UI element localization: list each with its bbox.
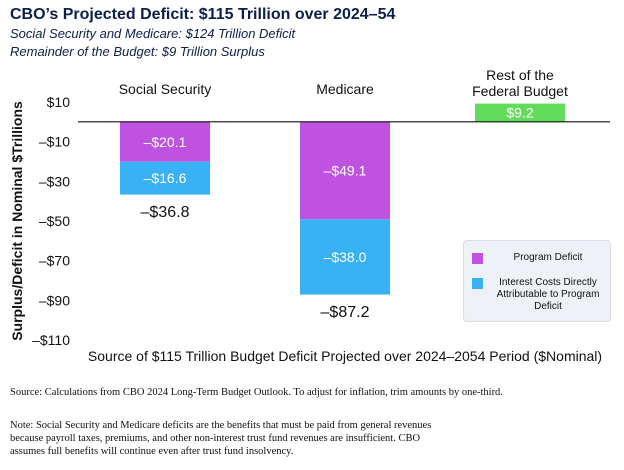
legend-label-program-deficit: Program Deficit xyxy=(513,252,583,263)
bar-value-label: –$16.6 xyxy=(144,170,187,186)
bar-value-label: –$20.1 xyxy=(144,134,187,150)
category-label: Social Security xyxy=(119,81,212,97)
legend-swatch-program-deficit xyxy=(472,253,483,264)
chart-title: CBO’s Projected Deficit: $115 Trillion o… xyxy=(10,6,396,23)
bar-segment xyxy=(300,219,390,295)
legend-item-interest-costs: Interest Costs Directly Attributable to … xyxy=(472,277,607,313)
source-text: Source: Calculations from CBO 2024 Long-… xyxy=(10,387,503,398)
y-tick-label: –$30 xyxy=(39,173,70,189)
y-tick-label: –$10 xyxy=(39,134,70,150)
category-label: Medicare xyxy=(316,81,374,97)
legend-item-program-deficit: Program Deficit xyxy=(472,252,607,264)
bar-total-label: –$36.8 xyxy=(141,204,190,221)
y-tick-label: –$50 xyxy=(39,213,70,229)
chart-legend: Program Deficit Interest Costs Directly … xyxy=(463,240,611,322)
y-tick-label: $10 xyxy=(47,94,71,110)
legend-swatch-interest-costs xyxy=(472,278,483,289)
bar-value-label: $9.2 xyxy=(506,105,533,121)
bar-value-label: –$38.0 xyxy=(324,249,367,265)
y-tick-label: –$90 xyxy=(39,292,70,308)
bar-segment xyxy=(300,121,390,220)
bar-value-label: –$49.1 xyxy=(324,163,367,179)
bar-segment xyxy=(475,103,565,122)
note-text: Note: Social Security and Medicare defic… xyxy=(10,420,432,457)
bar-segment xyxy=(120,121,210,162)
chart-subtitle-2: Remainder of the Budget: $9 Trillion Sur… xyxy=(10,44,265,59)
bar-segment xyxy=(120,161,210,195)
category-label: Federal Budget xyxy=(472,83,568,99)
y-axis-title: Surplus/Deficit in Nominal $Trillions xyxy=(9,101,25,341)
chart-subtitle-1: Social Security and Medicare: $124 Trill… xyxy=(10,26,296,41)
category-label: Rest of the xyxy=(486,67,554,83)
legend-label-interest-costs: Interest Costs Directly Attributable to … xyxy=(496,277,600,312)
bar-total-label: –$87.2 xyxy=(321,304,370,321)
y-tick-label: –$70 xyxy=(39,253,70,269)
y-tick-label: –$110 xyxy=(32,332,70,348)
x-axis-title: Source of $115 Trillion Budget Deficit P… xyxy=(88,348,602,364)
bar-chart: $10 –$10 –$30 –$50 –$70 –$90 –$110 Surplus/Defi… xyxy=(9,67,610,364)
